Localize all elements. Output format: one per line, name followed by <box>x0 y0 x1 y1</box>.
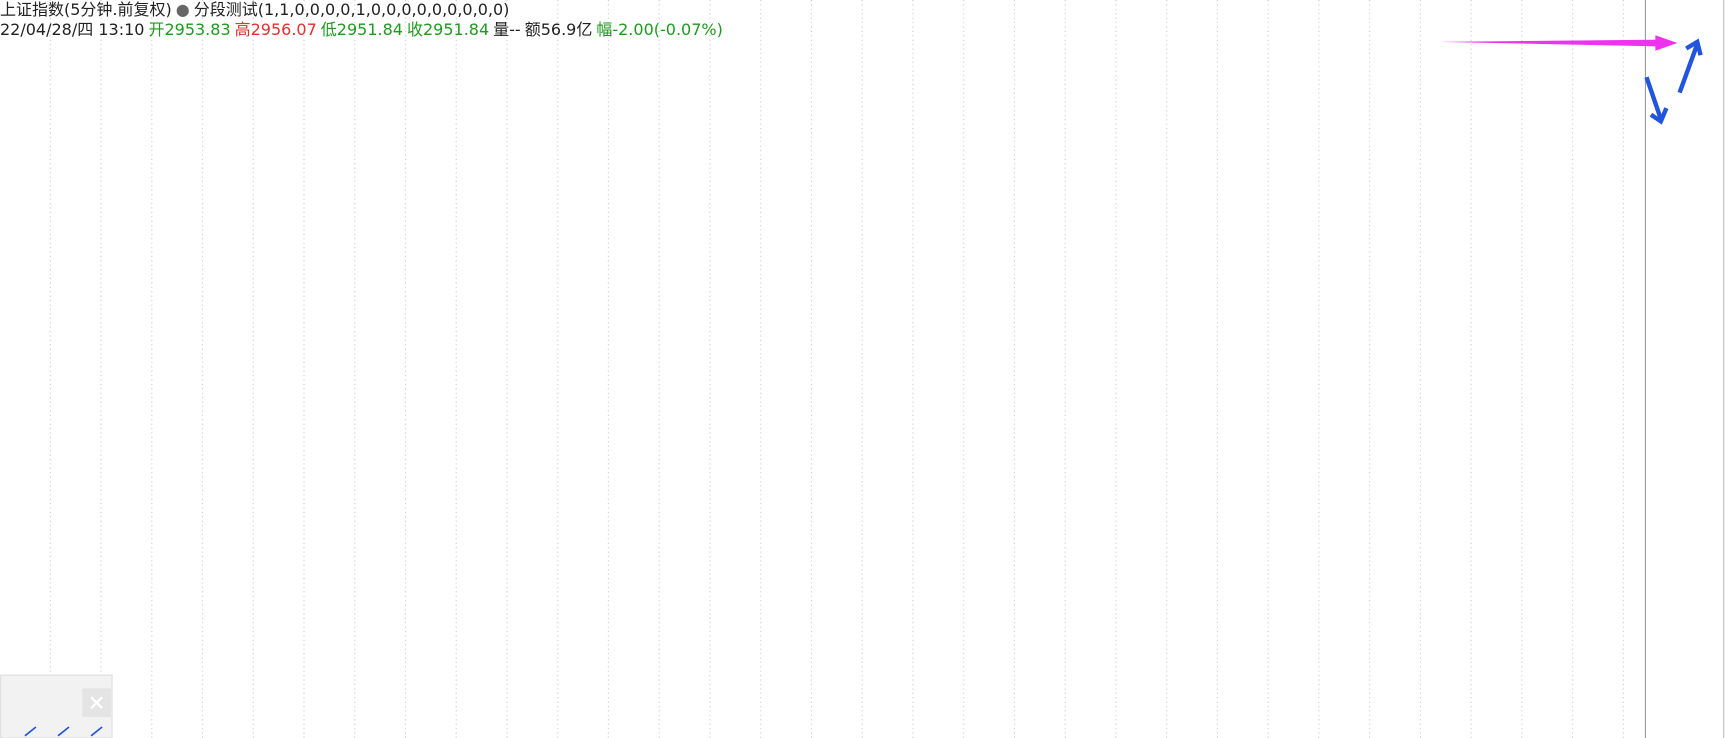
quote-item: 低2951.84 <box>320 20 403 39</box>
indicator: 分段测试(1,1,0,0,0,0,1,0,0,0,0,0,0,0,0,0) <box>193 0 510 19</box>
quote-item: 量-- <box>493 20 521 39</box>
direction-arrows <box>1644 38 1703 125</box>
indicator-icon: ● <box>175 0 190 19</box>
quote-item: 高2956.07 <box>234 20 317 39</box>
quote-item: 开2953.83 <box>148 20 231 39</box>
quote-item: 22/04/28/四 13:10 <box>0 20 145 39</box>
quote-item: 收2951.84 <box>406 20 490 39</box>
tool-panel <box>0 674 113 738</box>
time-grid <box>0 0 1645 738</box>
quote-item: 幅-2.00(-0.07%) <box>596 20 723 39</box>
trend-arrow <box>1440 35 1678 51</box>
header: 上证指数(5分钟.前复权) ● 分段测试(1,1,0,0,0,0,1,0,0,0,0… <box>0 0 727 40</box>
title: 上证指数(5分钟.前复权) <box>0 0 172 19</box>
quote-item: 额56.9亿 <box>524 20 593 39</box>
